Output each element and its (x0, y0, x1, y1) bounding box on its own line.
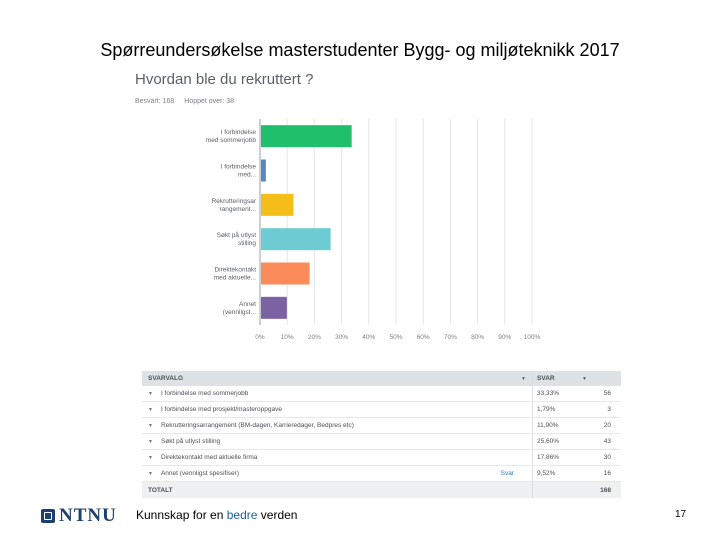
bar[interactable] (261, 193, 294, 216)
row-label: I forbindelse med sommerjobb (160, 390, 249, 397)
table-row: ▼ Annet (vennligst spesifiser) Svar 9,52% 16 (142, 466, 621, 482)
total-label: TOTALT (148, 486, 173, 494)
table-row: ▼ Rekrutteringsarrangement (BM-dagen, Kar… (142, 418, 621, 434)
slide-title: Spørreundersøkelse masterstudenter Bygg-… (100, 40, 620, 60)
x-tick-label: 70% (444, 334, 457, 341)
table-row: ▼ I forbindelse med sommerjobb 33,33% 56 (142, 386, 621, 402)
expand-icon[interactable]: ▼ (148, 454, 153, 461)
answers-link[interactable]: Svar (500, 470, 514, 477)
row-count: 3 (607, 406, 611, 413)
table-row: ▼ Søkt på utlyst stilling 25,60% 43 (142, 434, 621, 450)
chart-tick-labels: 0% 10% 20% 30% 40% 50% 60% 70% 80% 90% 100% (255, 334, 540, 341)
expand-icon[interactable]: ▼ (148, 390, 153, 397)
row-count: 30 (603, 454, 611, 461)
table-rows: ▼ I forbindelse med sommerjobb 33,33% 56 ▼ I … (142, 386, 621, 482)
expand-icon[interactable]: ▼ (148, 438, 153, 445)
category-label: Direktekontakt (214, 267, 256, 274)
x-tick-label: 80% (471, 334, 484, 341)
chart-grid (259, 119, 533, 325)
table-total-row: TOTALT 168 (142, 482, 621, 498)
header-answers[interactable]: SVAR (537, 375, 555, 382)
row-percent: 1,79% (537, 406, 556, 413)
category-label: stilling (238, 240, 256, 247)
row-percent: 11,90% (537, 422, 559, 429)
response-stats: Besvart: 168 Hoppet over: 38 (135, 98, 242, 105)
row-percent: 25,60% (537, 438, 560, 445)
x-tick-label: 20% (308, 334, 321, 341)
x-tick-label: 40% (362, 334, 375, 341)
x-tick-label: 10% (281, 334, 294, 341)
x-tick-label: 60% (417, 334, 430, 341)
x-tick-label: 90% (498, 334, 511, 341)
footer-highlight: bedre (226, 508, 258, 522)
row-count: 16 (603, 470, 611, 477)
row-count: 43 (603, 438, 611, 445)
footer-pre: Kunnskap for en (136, 508, 227, 522)
header-choice[interactable]: SVARVALG (148, 375, 184, 382)
total-count: 168 (600, 486, 611, 494)
skipped-count: Hoppet over: 38 (184, 98, 235, 105)
x-tick-label: 100% (524, 334, 541, 341)
sort-down-icon[interactable]: ▼ (582, 375, 587, 382)
category-label: med aktuelle... (214, 275, 256, 282)
x-tick-label: 0% (255, 334, 265, 341)
row-count: 20 (603, 422, 611, 429)
expand-icon[interactable]: ▼ (148, 422, 153, 429)
category-label: Rekrutteringsar (212, 198, 257, 205)
category-label: (vennligst... (223, 309, 256, 316)
category-label: Annet (239, 301, 256, 308)
category-label: med sommerjobb (206, 137, 257, 144)
expand-icon[interactable]: ▼ (148, 470, 153, 477)
chart-bars (261, 125, 352, 319)
category-label: Søkt på utlyst (217, 231, 257, 239)
row-label: Direktekontakt med aktuelle firma (160, 454, 258, 461)
bar[interactable] (261, 159, 266, 182)
category-label: I forbindelse (221, 164, 257, 171)
category-label: I forbindelse (221, 129, 257, 136)
category-label: med... (238, 172, 256, 179)
table-row: ▼ I forbindelse med prosjekt/masteroppgav… (142, 402, 621, 418)
table-row: ▼ Direktekontakt med aktuelle firma 17,86%… (142, 450, 621, 466)
bar[interactable] (261, 125, 352, 148)
bar[interactable] (261, 296, 287, 319)
row-percent: 17,86% (537, 454, 560, 461)
footer-post: verden (257, 508, 298, 522)
category-label: rangement... (220, 206, 257, 213)
row-label: Annet (vennligst spesifiser) (160, 470, 239, 477)
page-number: 17 (675, 509, 687, 520)
ntnu-logo-icon (41, 509, 55, 523)
bar[interactable] (261, 228, 331, 251)
footer-tagline: Kunnskap for en bedre verden (136, 508, 297, 522)
bar[interactable] (261, 262, 310, 285)
question-title: Hvordan ble du rekruttert ? (135, 71, 314, 88)
row-percent: 33,33% (537, 390, 560, 397)
row-percent: 9,52% (537, 470, 556, 477)
x-tick-label: 50% (389, 334, 402, 341)
logo-text: NTNU (59, 505, 117, 526)
x-tick-label: 30% (335, 334, 348, 341)
row-label: Rekrutteringsarrangement (BM-dagen, Karr… (160, 422, 354, 429)
row-count: 56 (603, 390, 611, 397)
results-table: SVARVALG ▼ SVAR ▼ ▼ I forbindelse med som… (142, 371, 621, 498)
sort-down-icon[interactable]: ▼ (521, 375, 526, 382)
expand-icon[interactable]: ▼ (148, 406, 153, 413)
row-label: Søkt på utlyst stilling (160, 438, 221, 445)
answered-count: Besvart: 168 (135, 98, 175, 105)
table-header: SVARVALG ▼ SVAR ▼ (142, 371, 621, 386)
ntnu-logo: NTNU (41, 505, 117, 527)
row-label: I forbindelse med prosjekt/masteroppgave (160, 406, 282, 413)
